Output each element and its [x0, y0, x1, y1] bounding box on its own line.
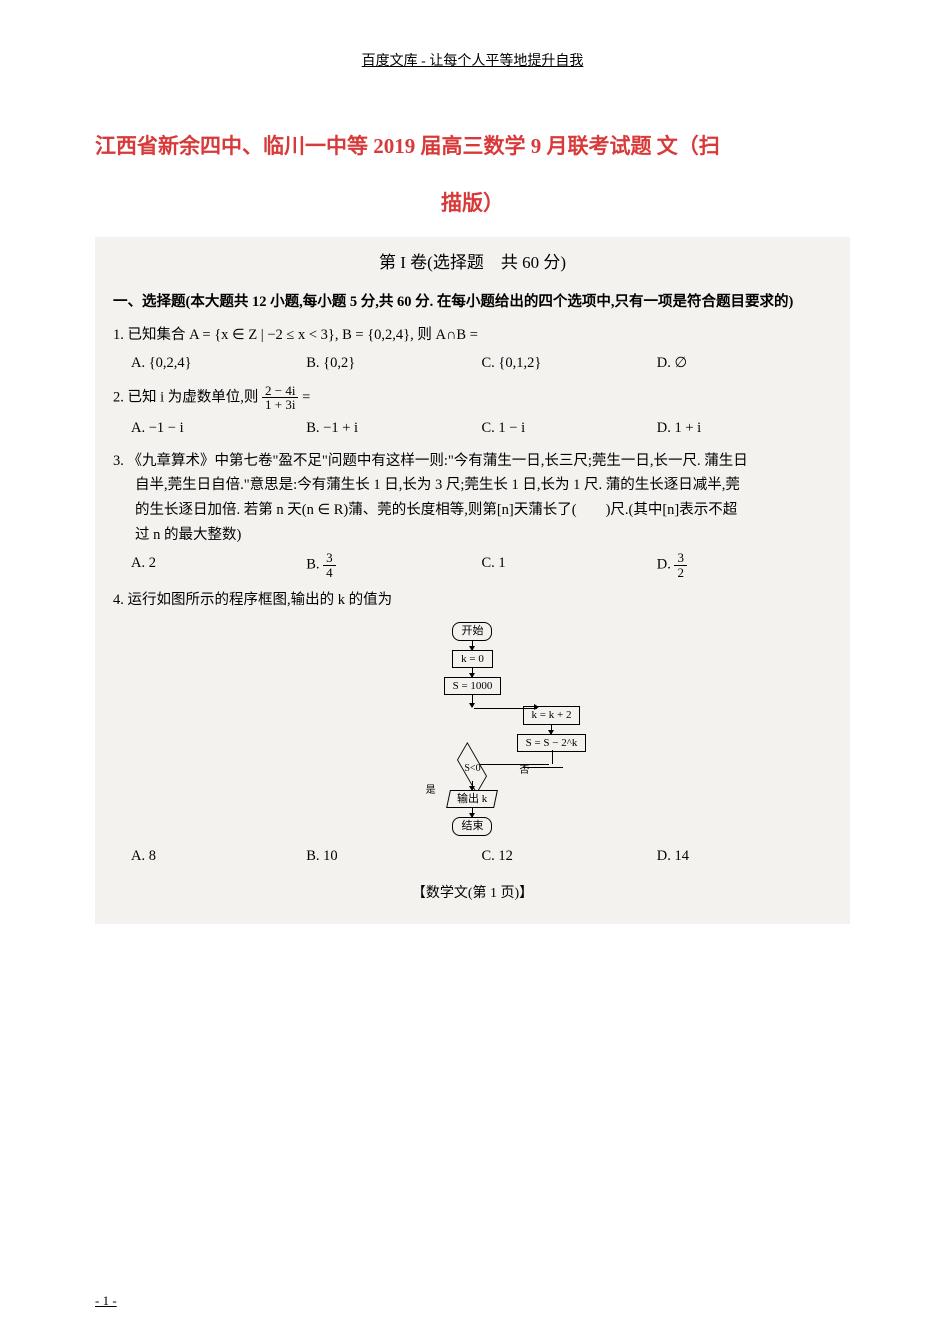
document-title-line1: 江西省新余四中、临川一中等 2019 届高三数学 9 月联考试题 文（扫 — [0, 70, 945, 167]
q3-optb-pre: B. — [306, 557, 323, 573]
q2-fraction: 2 − 4i 1 + 3i — [262, 384, 298, 412]
question-1-options: A. {0,2,4} B. {0,2} C. {0,1,2} D. ∅ — [113, 351, 832, 376]
q2-option-b: B. −1 + i — [306, 416, 481, 441]
q4-option-a: A. 8 — [131, 844, 306, 869]
q1-option-b: B. {0,2} — [306, 351, 481, 376]
q4-option-b: B. 10 — [306, 844, 481, 869]
fc-arrow-1 — [472, 641, 473, 650]
q2-text-pre: 2. 已知 i 为虚数单位,则 — [113, 389, 258, 405]
question-4: 4. 运行如图所示的程序框图,输出的 k 的值为 开始 k = 0 S = 10… — [113, 588, 832, 869]
fc-output-text: 输出 k — [457, 792, 487, 806]
exam-page-footer: 【数学文(第 1 页)】 — [113, 882, 832, 906]
fc-end: 结束 — [452, 817, 492, 835]
q1-option-a: A. {0,2,4} — [131, 351, 306, 376]
q1-option-d: D. ∅ — [657, 351, 832, 376]
q3-optb-num: 3 — [323, 551, 336, 566]
fc-hline-1 — [474, 708, 537, 709]
q3-line1: 3. 《九章算术》中第七卷"盈不足"问题中有这样一则:"今有蒲生一日,长三尺;莞… — [113, 449, 832, 474]
site-header: 百度文库 - 让每个人平等地提升自我 — [0, 0, 945, 70]
q3-optd-frac: 3 2 — [674, 551, 687, 579]
fc-arrow-4 — [472, 781, 473, 790]
q3-option-a: A. 2 — [131, 551, 306, 579]
question-3-text: 3. 《九章算术》中第七卷"盈不足"问题中有这样一则:"今有蒲生一日,长三尺;莞… — [113, 449, 832, 548]
q3-line3: 的生长逐日加倍. 若第 n 天(n ∈ R)蒲、莞的长度相等,则第[n]天蒲长了… — [113, 498, 832, 523]
q2-option-d: D. 1 + i — [657, 416, 832, 441]
q3-optd-den: 2 — [674, 566, 687, 580]
fc-arrow-3 — [472, 695, 473, 707]
q3-line4: 过 n 的最大整数) — [113, 523, 832, 548]
q3-optb-den: 4 — [323, 566, 336, 580]
q3-optd-pre: D. — [657, 557, 675, 573]
question-3: 3. 《九章算术》中第七卷"盈不足"问题中有这样一则:"今有蒲生一日,长三尺;莞… — [113, 449, 832, 580]
fc-step2: S = S − 2^k — [517, 734, 587, 752]
scanned-exam-content: 第 I 卷(选择题 共 60 分) 一、选择题(本大题共 12 小题,每小题 5… — [95, 237, 850, 924]
section1-instructions: 一、选择题(本大题共 12 小题,每小题 5 分,共 60 分. 在每小题给出的… — [113, 290, 832, 315]
q3-line2: 自半,莞生日自倍."意思是:今有蒲生长 1 日,长为 3 尺;莞生长 1 日,长… — [113, 473, 832, 498]
question-3-options: A. 2 B. 3 4 C. 1 D. 3 2 — [113, 551, 832, 579]
fc-yes-label: 是 — [426, 782, 436, 799]
fc-right-branch: k = k + 2 S = S − 2^k — [517, 706, 587, 752]
fc-start: 开始 — [452, 622, 492, 640]
fc-cond: S<0 — [464, 760, 480, 777]
fc-output: 输出 k — [446, 790, 498, 808]
question-1: 1. 已知集合 A = {x ∈ Z | −2 ≤ x < 3}, B = {0… — [113, 323, 832, 376]
question-2-text: 2. 已知 i 为虚数单位,则 2 − 4i 1 + 3i = — [113, 384, 832, 412]
part-header: 第 I 卷(选择题 共 60 分) — [113, 249, 832, 278]
q2-frac-den: 1 + 3i — [262, 398, 298, 412]
q2-option-c: C. 1 − i — [482, 416, 657, 441]
fc-init2: S = 1000 — [444, 677, 502, 695]
question-2: 2. 已知 i 为虚数单位,则 2 − 4i 1 + 3i = A. −1 − … — [113, 384, 832, 441]
fc-diamond: S<0 — [445, 755, 499, 781]
page-number-text: - 1 - — [95, 1293, 117, 1308]
fc-arrow-5 — [472, 808, 473, 817]
q3-optd-num: 3 — [674, 551, 687, 566]
question-4-options: A. 8 B. 10 C. 12 D. 14 — [113, 844, 832, 869]
fc-arrow-r1 — [551, 725, 552, 734]
q2-option-a: A. −1 − i — [131, 416, 306, 441]
flowchart-container: 开始 k = 0 S = 1000 k = k + 2 S = S − 2^k — [113, 622, 832, 835]
q2-frac-num: 2 − 4i — [262, 384, 298, 399]
question-4-text: 4. 运行如图所示的程序框图,输出的 k 的值为 — [113, 588, 832, 613]
q3-option-d: D. 3 2 — [657, 551, 832, 579]
fc-vline-r — [552, 750, 553, 764]
section1-label: 一、选择题(本大题共 12 小题,每小题 5 分,共 60 分. 在每小题给出的… — [113, 294, 793, 310]
q3-option-b: B. 3 4 — [306, 551, 481, 579]
page-number: - 1 - — [95, 1293, 117, 1309]
fc-init1: k = 0 — [452, 650, 493, 668]
q3-optb-frac: 3 4 — [323, 551, 336, 579]
flowchart: 开始 k = 0 S = 1000 k = k + 2 S = S − 2^k — [444, 622, 502, 835]
fc-arrow-2 — [472, 668, 473, 677]
q3-option-c: C. 1 — [482, 551, 657, 579]
fc-arrowhead-right — [534, 704, 539, 710]
q4-option-d: D. 14 — [657, 844, 832, 869]
q2-text-post: = — [302, 389, 310, 405]
question-2-options: A. −1 − i B. −1 + i C. 1 − i D. 1 + i — [113, 416, 832, 441]
fc-no-label: 否 — [519, 762, 529, 779]
site-tagline: 百度文库 - 让每个人平等地提升自我 — [362, 54, 584, 69]
q1-option-c: C. {0,1,2} — [482, 351, 657, 376]
question-1-text: 1. 已知集合 A = {x ∈ Z | −2 ≤ x < 3}, B = {0… — [113, 323, 832, 348]
fc-hline-no — [523, 767, 563, 768]
q4-option-c: C. 12 — [482, 844, 657, 869]
document-title-line2: 描版） — [0, 167, 945, 217]
